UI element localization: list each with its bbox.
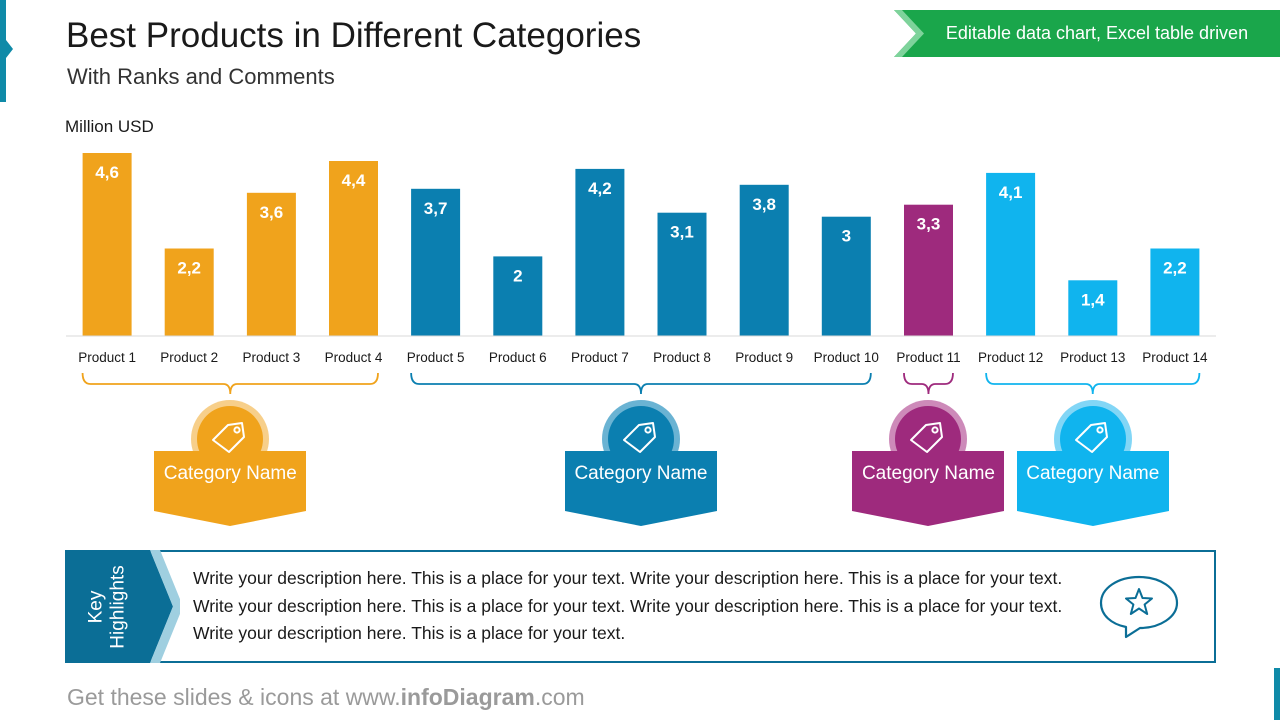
x-tick-label-11: Product 11 xyxy=(896,350,960,365)
bar-4 xyxy=(329,161,378,336)
bar-5 xyxy=(411,188,461,336)
group-brace-1 xyxy=(81,372,379,395)
editable-chart-banner: Editable data chart, Excel table driven xyxy=(894,10,1280,57)
group-brace-3 xyxy=(903,372,954,395)
bar-8 xyxy=(657,212,707,336)
x-tick-label-13: Product 13 xyxy=(1060,350,1125,365)
x-tick-label-10: Product 10 xyxy=(814,350,879,365)
group-brace-2 xyxy=(410,372,872,395)
page-subtitle: With Ranks and Comments xyxy=(67,64,335,89)
footer-prefix: Get these slides & icons at www. xyxy=(67,684,401,710)
category-label-1: Category Name xyxy=(163,463,297,484)
bars-layer: 4,6 2,2 3,6 4,4 3,7 2 4,2 3,1 3,8 3 3,3 4,1 1,4 2,2 xyxy=(82,153,1200,336)
bar-value-label-10: 3 xyxy=(842,227,851,246)
bar-11 xyxy=(904,204,953,336)
bar-7 xyxy=(575,168,625,336)
bar-value-label-13: 1,4 xyxy=(1081,290,1105,309)
price-tag-icon xyxy=(910,422,944,453)
category-label-3: Category Name xyxy=(861,463,995,484)
key-highlights-label: Key Highlights xyxy=(65,550,150,663)
banner-text: Editable data chart, Excel table driven xyxy=(945,23,1249,43)
bar-value-label-9: 3,8 xyxy=(752,195,776,214)
x-tick-label-9: Product 9 xyxy=(735,350,793,365)
bar-value-label-2: 2,2 xyxy=(177,259,201,278)
bar-value-label-4: 4,4 xyxy=(342,171,366,190)
x-tick-label-3: Product 3 xyxy=(243,350,301,365)
page-title: Best Products in Different Categories xyxy=(66,16,642,55)
left-accent-bar xyxy=(0,0,13,102)
price-tag-icon xyxy=(622,422,656,453)
bar-1 xyxy=(82,153,132,336)
x-tick-label-14: Product 14 xyxy=(1142,350,1208,365)
bar-9 xyxy=(739,184,789,336)
category-block-3: Category Name xyxy=(852,398,1005,538)
x-tick-label-5: Product 5 xyxy=(407,350,465,365)
bar-chart: 4,6 2,2 3,6 4,4 3,7 2 4,2 3,1 3,8 3 3,3 4,1 1,4 2,2 P… xyxy=(66,153,1216,395)
group-braces xyxy=(81,372,1201,395)
x-tick-label-8: Product 8 xyxy=(653,350,711,365)
key-highlights-label-line2: Highlights xyxy=(107,564,129,649)
y-axis-label: Million USD xyxy=(65,117,154,136)
bar-value-label-14: 2,2 xyxy=(1163,259,1187,278)
bar-value-label-8: 3,1 xyxy=(670,223,694,242)
price-tag-icon xyxy=(1074,422,1108,453)
category-block-2: Category Name xyxy=(564,398,717,538)
x-tick-label-7: Product 7 xyxy=(571,350,629,365)
price-tag-icon xyxy=(212,422,246,453)
category-label-2: Category Name xyxy=(574,463,708,484)
bar-12 xyxy=(986,172,1036,336)
x-tick-label-4: Product 4 xyxy=(325,350,383,365)
bar-14 xyxy=(1150,248,1200,336)
star-speech-bubble-icon xyxy=(1099,575,1179,639)
bar-value-label-12: 4,1 xyxy=(999,183,1023,202)
footer-credit: Get these slides & icons at www.infoDiag… xyxy=(67,684,585,711)
key-highlights-box xyxy=(65,550,1216,663)
bar-13 xyxy=(1068,280,1118,336)
x-tick-label-12: Product 12 xyxy=(978,350,1043,365)
key-highlights-tab xyxy=(65,550,180,663)
bar-value-label-3: 3,6 xyxy=(260,203,284,222)
footer-brand: infoDiagram xyxy=(400,684,535,710)
bar-value-label-5: 3,7 xyxy=(424,199,448,218)
category-block-4: Category Name xyxy=(1016,398,1169,538)
x-tick-labels: Product 1 Product 2 Product 3 Product 4 Prod… xyxy=(78,350,1208,365)
bar-value-label-7: 4,2 xyxy=(588,179,612,198)
group-brace-4 xyxy=(985,372,1201,395)
bar-3 xyxy=(246,192,296,336)
category-block-1: Category Name xyxy=(154,398,307,538)
bar-2 xyxy=(164,248,214,336)
key-highlights-text: Write your description here. This is a p… xyxy=(193,568,1063,643)
bar-10 xyxy=(821,216,871,336)
key-highlights-label-line1: Key xyxy=(85,590,107,623)
x-tick-label-1: Product 1 xyxy=(78,350,136,365)
footer-suffix: .com xyxy=(534,684,585,710)
x-tick-label-6: Product 6 xyxy=(489,350,547,365)
bar-value-label-11: 3,3 xyxy=(917,215,941,234)
bar-value-label-1: 4,6 xyxy=(95,163,119,182)
category-label-4: Category Name xyxy=(1026,463,1160,484)
right-accent-bar xyxy=(1274,668,1280,720)
bar-6 xyxy=(493,256,543,336)
bar-value-label-6: 2 xyxy=(513,266,522,285)
x-tick-label-2: Product 2 xyxy=(160,350,218,365)
